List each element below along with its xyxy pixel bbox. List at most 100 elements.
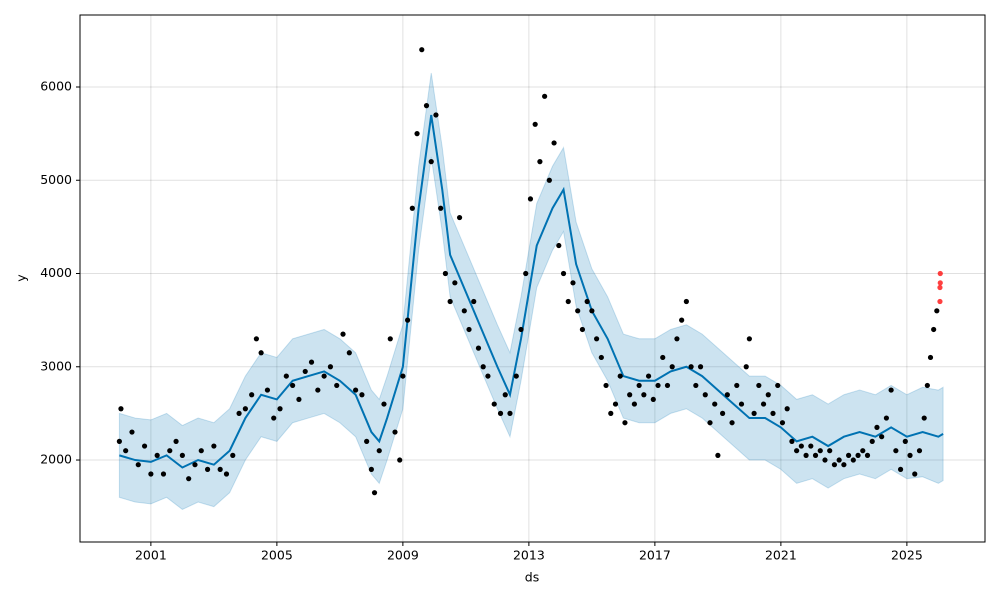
data-point — [327, 364, 334, 370]
data-point — [565, 298, 571, 305]
data-point — [518, 326, 524, 333]
data-point — [364, 438, 370, 444]
data-point — [497, 410, 504, 416]
data-point — [921, 415, 927, 421]
data-point — [641, 392, 647, 398]
data-point — [836, 457, 842, 463]
data-point — [321, 373, 327, 379]
data-point — [129, 429, 135, 435]
data-point — [575, 308, 581, 314]
data-point — [683, 298, 689, 305]
y-tick-label: 5000 — [40, 172, 72, 187]
data-point — [118, 406, 124, 412]
x-tick-label: 2005 — [261, 548, 293, 563]
data-point — [734, 382, 740, 389]
data-point — [217, 466, 223, 472]
data-point — [537, 159, 543, 165]
data-point — [931, 326, 937, 333]
data-point — [271, 415, 277, 421]
data-point — [674, 336, 680, 342]
data-point — [631, 401, 638, 407]
data-point — [154, 452, 160, 458]
data-point — [937, 270, 943, 277]
data-point — [664, 382, 671, 389]
data-point — [447, 298, 453, 305]
data-point — [808, 443, 814, 449]
data-point — [693, 382, 699, 389]
data-point — [507, 410, 513, 416]
data-point — [934, 308, 940, 314]
data-point — [724, 392, 730, 398]
data-point — [353, 387, 359, 393]
data-point — [532, 121, 538, 127]
data-point — [608, 410, 614, 416]
data-point — [760, 401, 767, 407]
data-point — [712, 401, 718, 407]
data-point — [236, 410, 242, 416]
data-point — [466, 326, 472, 333]
data-point — [409, 205, 415, 211]
data-point — [817, 448, 823, 454]
data-point — [803, 452, 809, 458]
data-point — [855, 452, 861, 458]
data-point — [359, 392, 365, 398]
data-point — [645, 373, 652, 379]
data-point — [283, 373, 289, 379]
data-point — [751, 410, 757, 416]
data-point — [617, 373, 623, 379]
data-point — [204, 466, 211, 472]
data-point — [798, 443, 804, 449]
data-point — [655, 382, 661, 389]
data-point — [560, 270, 567, 277]
data-point — [937, 298, 943, 305]
data-point — [897, 466, 904, 472]
data-point — [253, 336, 260, 342]
data-point — [746, 336, 752, 342]
data-point — [542, 93, 548, 99]
x-tick-label: 2013 — [513, 548, 545, 563]
data-point — [405, 317, 411, 323]
data-point — [627, 392, 633, 398]
data-point — [779, 420, 786, 426]
data-point — [160, 471, 167, 477]
data-point — [707, 420, 713, 426]
data-point — [650, 396, 656, 403]
data-point — [456, 214, 463, 221]
data-point — [315, 387, 321, 393]
data-point — [598, 354, 604, 361]
data-point — [346, 350, 352, 356]
data-point — [579, 326, 586, 333]
data-point — [452, 280, 458, 286]
data-point — [192, 462, 198, 468]
data-point — [879, 434, 885, 440]
data-point — [438, 205, 444, 211]
data-point — [688, 364, 694, 370]
data-point — [584, 298, 590, 305]
data-point — [368, 466, 374, 472]
data-point — [860, 448, 866, 454]
data-point — [485, 373, 491, 379]
data-point — [296, 396, 302, 403]
data-point — [148, 471, 154, 477]
data-point — [603, 382, 609, 389]
data-point — [461, 308, 467, 314]
data-point — [308, 359, 315, 365]
data-point — [831, 462, 838, 468]
data-point — [589, 308, 595, 314]
data-point — [770, 410, 776, 416]
data-point — [812, 452, 819, 458]
data-point — [258, 350, 264, 356]
data-point — [277, 406, 283, 412]
data-point — [242, 406, 248, 412]
x-tick-label: 2021 — [765, 548, 797, 563]
y-axis-label: y — [14, 274, 29, 282]
data-point — [371, 490, 378, 496]
data-point — [116, 438, 122, 444]
data-point — [475, 345, 482, 351]
x-tick-label: 2017 — [639, 548, 671, 563]
data-point — [846, 452, 852, 458]
x-tick-label: 2001 — [135, 548, 167, 563]
data-point — [302, 368, 308, 375]
data-point — [612, 401, 619, 407]
